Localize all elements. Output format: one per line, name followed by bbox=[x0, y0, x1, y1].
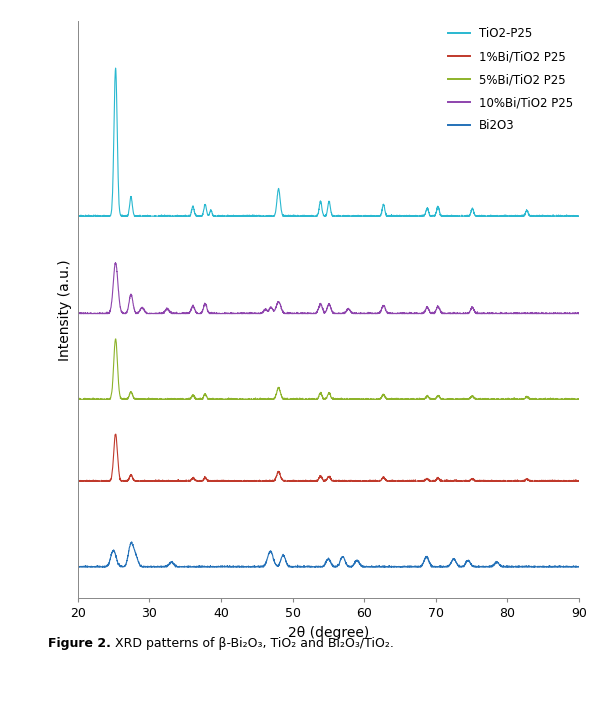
Text: XRD patterns of β-Bi₂O₃, TiO₂ and Bi₂O₃/TiO₂.: XRD patterns of β-Bi₂O₃, TiO₂ and Bi₂O₃/… bbox=[110, 637, 393, 650]
X-axis label: 2θ (degree): 2θ (degree) bbox=[288, 626, 369, 639]
Text: Figure 2.: Figure 2. bbox=[48, 637, 110, 650]
Legend: TiO2-P25, 1%Bi/TiO2 P25, 5%Bi/TiO2 P25, 10%Bi/TiO2 P25, Bi2O3: TiO2-P25, 1%Bi/TiO2 P25, 5%Bi/TiO2 P25, … bbox=[448, 27, 573, 132]
Y-axis label: Intensity (a.u.): Intensity (a.u.) bbox=[58, 259, 72, 360]
